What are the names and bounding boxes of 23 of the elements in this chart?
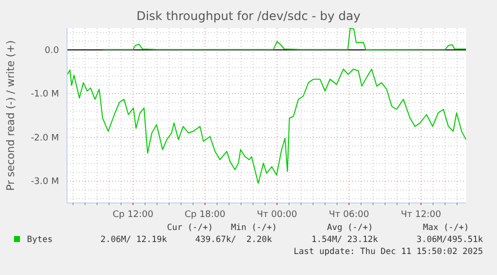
y-tick-label: 0.0 bbox=[44, 46, 60, 56]
text: Avg (-/+) bbox=[326, 223, 374, 233]
x-tick-label: Чт 00:00 bbox=[256, 210, 298, 220]
y-tick-label: -2.0 M bbox=[30, 133, 59, 144]
text: Cur (-/+) bbox=[166, 223, 214, 233]
x-tick-label: Ср 12:00 bbox=[112, 210, 154, 220]
x-tick-label: Ср 18:00 bbox=[184, 210, 226, 220]
text: 439.67k/ 2.20k bbox=[195, 235, 272, 245]
chart-title: Disk throughput for /dev/sdc - by day bbox=[136, 9, 361, 23]
text: 2.06M/ 12.19k bbox=[100, 235, 167, 245]
text: Last update: Thu Dec 11 15:50:02 2025 bbox=[294, 247, 483, 257]
x-tick-label: Чт 06:00 bbox=[328, 210, 370, 220]
line-series bbox=[66, 68, 466, 184]
text: Min (-/+) bbox=[230, 223, 278, 233]
text: Max (-/+) bbox=[422, 223, 470, 233]
y-axis-title: Pr second read (-) / write (+) bbox=[5, 40, 17, 191]
y-tick-label: -1.0 M bbox=[30, 90, 59, 100]
legend-label: Bytes bbox=[27, 235, 53, 245]
text: 1.54M/ 23.12k bbox=[311, 235, 378, 245]
line-series bbox=[102, 28, 466, 50]
text: 3.06M/495.51k bbox=[416, 235, 483, 245]
x-tick-label: Чт 12:00 bbox=[400, 210, 442, 220]
y-tick-label: -3.0 M bbox=[30, 177, 59, 188]
